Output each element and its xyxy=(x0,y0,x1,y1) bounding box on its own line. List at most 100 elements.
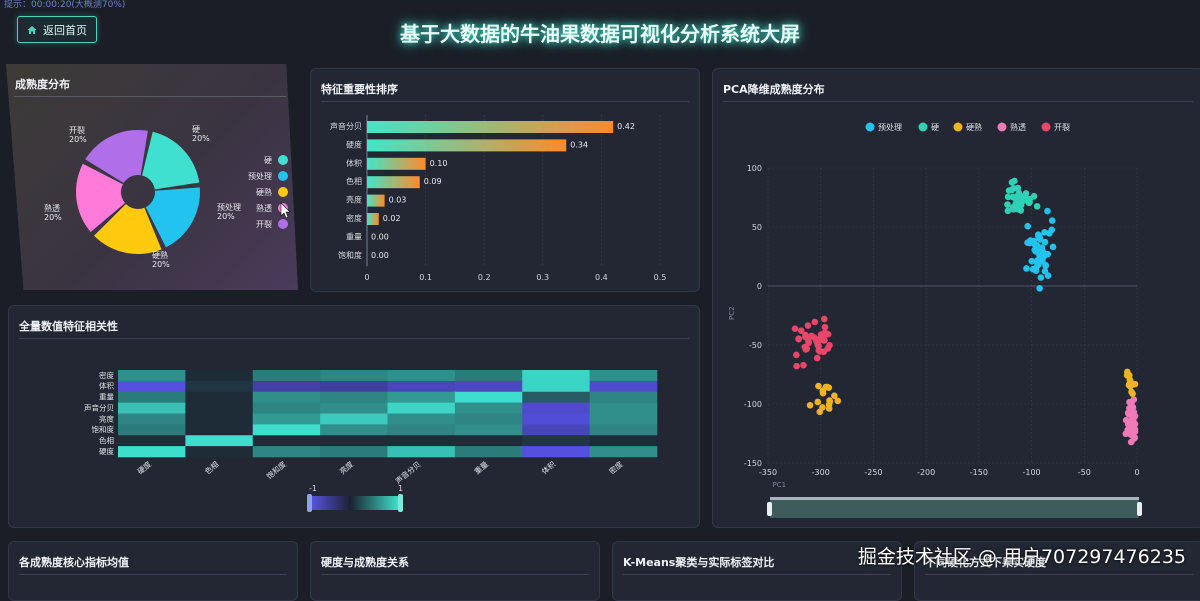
pie-slice-硬熟[interactable] xyxy=(94,203,162,254)
pca-point[interactable] xyxy=(1048,217,1056,224)
visual-map-handle-max[interactable] xyxy=(398,494,403,512)
pca-point[interactable] xyxy=(1024,222,1031,230)
pca-point[interactable] xyxy=(795,335,802,342)
pca-point[interactable] xyxy=(1037,274,1045,281)
pca-point[interactable] xyxy=(1042,261,1049,269)
pca-point[interactable] xyxy=(1036,235,1044,242)
heatmap-cell[interactable] xyxy=(387,391,456,403)
heatmap-cell[interactable] xyxy=(522,435,590,447)
pca-point[interactable] xyxy=(821,323,829,331)
importance-bar[interactable] xyxy=(367,157,426,170)
pca-point[interactable] xyxy=(793,362,800,370)
heatmap-cell[interactable] xyxy=(252,380,321,393)
pca-point[interactable] xyxy=(791,325,799,332)
heatmap-cell[interactable] xyxy=(387,446,456,458)
pca-point[interactable] xyxy=(811,318,819,326)
pca-point[interactable] xyxy=(806,401,814,409)
pca-point[interactable] xyxy=(819,389,827,397)
pca-point[interactable] xyxy=(1041,267,1049,275)
pca-point[interactable] xyxy=(1128,406,1136,414)
pca-point[interactable] xyxy=(1004,193,1012,201)
pca-point[interactable] xyxy=(1004,207,1012,215)
heatmap-cell[interactable] xyxy=(185,391,254,403)
pca-zoom-slider[interactable] xyxy=(767,497,1142,518)
zoom-handle-right[interactable] xyxy=(1137,502,1142,516)
pca-legend-marker[interactable] xyxy=(1041,122,1051,132)
pca-point[interactable] xyxy=(1014,184,1022,192)
heatmap-cell[interactable] xyxy=(118,435,186,447)
heatmap-cell[interactable] xyxy=(589,435,658,447)
pca-point[interactable] xyxy=(1028,257,1036,265)
pca-point[interactable] xyxy=(800,361,807,369)
pca-point[interactable] xyxy=(793,351,800,359)
pca-point[interactable] xyxy=(813,354,821,362)
pca-point[interactable] xyxy=(1131,434,1139,441)
heatmap-cell[interactable] xyxy=(454,402,523,414)
heatmap-cell[interactable] xyxy=(252,391,321,403)
heatmap-cell[interactable] xyxy=(185,413,254,425)
heatmap-cell[interactable] xyxy=(252,446,321,458)
pie-slice-预处理[interactable] xyxy=(145,187,200,248)
pca-point[interactable] xyxy=(820,315,828,323)
importance-bar[interactable] xyxy=(367,176,420,189)
pca-point[interactable] xyxy=(1004,201,1011,208)
pca-point[interactable] xyxy=(1024,239,1031,246)
heatmap-cell[interactable] xyxy=(320,424,388,436)
pca-legend-marker[interactable] xyxy=(865,122,875,132)
pie-legend-marker[interactable] xyxy=(278,219,288,229)
pca-point[interactable] xyxy=(1018,194,1025,202)
heatmap-cell[interactable] xyxy=(454,413,523,425)
heatmap-cell[interactable] xyxy=(320,391,388,403)
pca-point[interactable] xyxy=(1130,396,1138,403)
pca-point[interactable] xyxy=(815,347,823,354)
pca-point[interactable] xyxy=(824,345,832,352)
heatmap-cell[interactable] xyxy=(589,391,658,403)
pca-point[interactable] xyxy=(1129,390,1136,398)
heatmap-cell[interactable] xyxy=(252,413,321,425)
heatmap-cell[interactable] xyxy=(454,391,523,403)
heatmap-cell[interactable] xyxy=(522,424,590,436)
pca-point[interactable] xyxy=(1031,241,1038,248)
heatmap-cell[interactable] xyxy=(185,424,254,436)
pie-legend-marker[interactable] xyxy=(278,155,288,165)
pca-point[interactable] xyxy=(824,330,832,338)
heatmap-cell[interactable] xyxy=(454,435,523,447)
heatmap-cell[interactable] xyxy=(454,424,523,436)
heatmap-cell[interactable] xyxy=(387,402,456,414)
pca-point[interactable] xyxy=(831,392,838,400)
pca-point[interactable] xyxy=(804,322,812,329)
pca-point[interactable] xyxy=(1025,199,1033,207)
pca-point[interactable] xyxy=(834,397,842,405)
heatmap-cell[interactable] xyxy=(320,435,388,447)
pca-point[interactable] xyxy=(816,408,824,416)
pca-legend-marker[interactable] xyxy=(997,122,1007,132)
heatmap-cell[interactable] xyxy=(320,413,388,425)
heatmap-cell[interactable] xyxy=(522,402,590,414)
pca-point[interactable] xyxy=(1131,428,1139,436)
pca-point[interactable] xyxy=(1036,284,1043,292)
heatmap-cell[interactable] xyxy=(454,370,523,382)
heatmap-cell[interactable] xyxy=(185,380,254,393)
pca-point[interactable] xyxy=(1049,243,1057,251)
back-home-button[interactable]: 返回首页 xyxy=(17,16,97,43)
heatmap-cell[interactable] xyxy=(320,402,388,414)
pie-legend-marker[interactable] xyxy=(278,187,288,197)
pca-point[interactable] xyxy=(1130,418,1137,425)
zoom-handle-left[interactable] xyxy=(767,502,772,516)
heatmap-cell[interactable] xyxy=(118,370,186,382)
pca-point[interactable] xyxy=(1127,378,1134,386)
pca-point[interactable] xyxy=(815,382,822,390)
heatmap-cell[interactable] xyxy=(589,446,658,458)
heatmap-cell[interactable] xyxy=(589,424,658,436)
pca-point[interactable] xyxy=(1126,425,1134,432)
heatmap-cell[interactable] xyxy=(252,370,321,382)
heatmap-cell[interactable] xyxy=(522,391,590,403)
heatmap-cell[interactable] xyxy=(252,424,321,436)
heatmap-cell[interactable] xyxy=(387,424,456,436)
pie-legend-marker[interactable] xyxy=(278,171,288,181)
heatmap-cell[interactable] xyxy=(118,380,186,393)
importance-bar[interactable] xyxy=(367,213,379,225)
importance-bar[interactable] xyxy=(367,139,567,152)
heatmap-cell[interactable] xyxy=(522,446,590,458)
pca-point[interactable] xyxy=(814,340,821,348)
